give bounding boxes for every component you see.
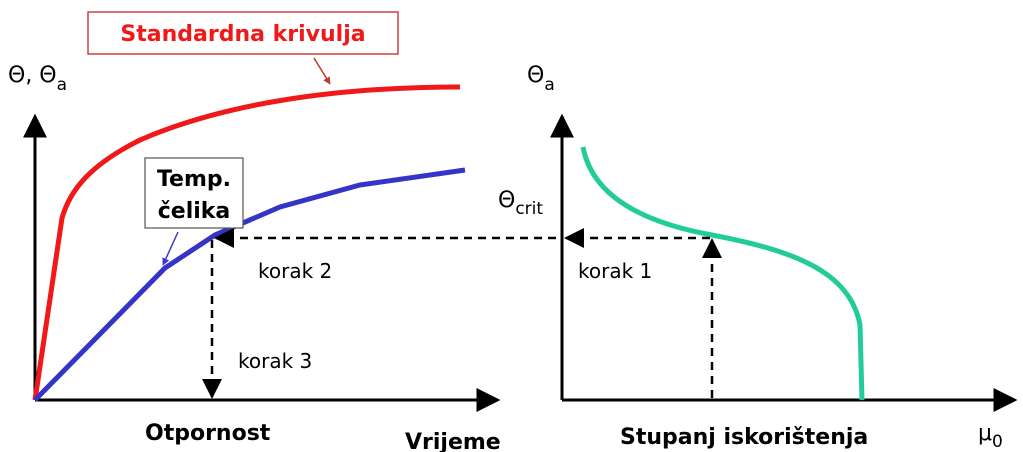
standard-curve-pointer bbox=[313, 57, 331, 85]
right-x-axis-label: μ0 bbox=[978, 421, 1003, 452]
label-main: Θ, Θ bbox=[8, 63, 57, 88]
label-sub: a bbox=[544, 75, 554, 95]
step-label: korak 3 bbox=[238, 349, 312, 373]
label-main: Θ bbox=[527, 63, 544, 88]
steel-temp-box bbox=[144, 157, 244, 229]
standard-curve bbox=[32, 84, 461, 401]
utilization-curve bbox=[580, 146, 865, 401]
left-x-label: Vrijeme bbox=[405, 430, 501, 452]
steel-temp-label: Temp. bbox=[157, 167, 231, 192]
critical-label: Θcrit bbox=[498, 188, 543, 219]
standard-curve-box bbox=[87, 11, 399, 55]
steel-temp-curve bbox=[33, 167, 466, 402]
label-sub: crit bbox=[515, 199, 543, 219]
right-x-title: Stupanj iskorištenja bbox=[620, 425, 868, 450]
label-sub: a bbox=[57, 75, 67, 95]
right-axis-label: Θa bbox=[527, 63, 555, 95]
left-x-label: Otpornost bbox=[145, 421, 271, 446]
standard-curve-label: Standardna krivulja bbox=[120, 22, 365, 47]
left-axis-label: Θ, Θa bbox=[8, 63, 67, 95]
step-label: korak 1 bbox=[578, 259, 652, 283]
steel-temp-label: čelika bbox=[158, 199, 231, 224]
steel-temp-pointer bbox=[162, 231, 179, 266]
label-main: Θ bbox=[498, 188, 515, 213]
step-label: korak 2 bbox=[258, 259, 332, 283]
label-main: μ bbox=[978, 421, 992, 446]
label-sub: 0 bbox=[992, 432, 1003, 452]
